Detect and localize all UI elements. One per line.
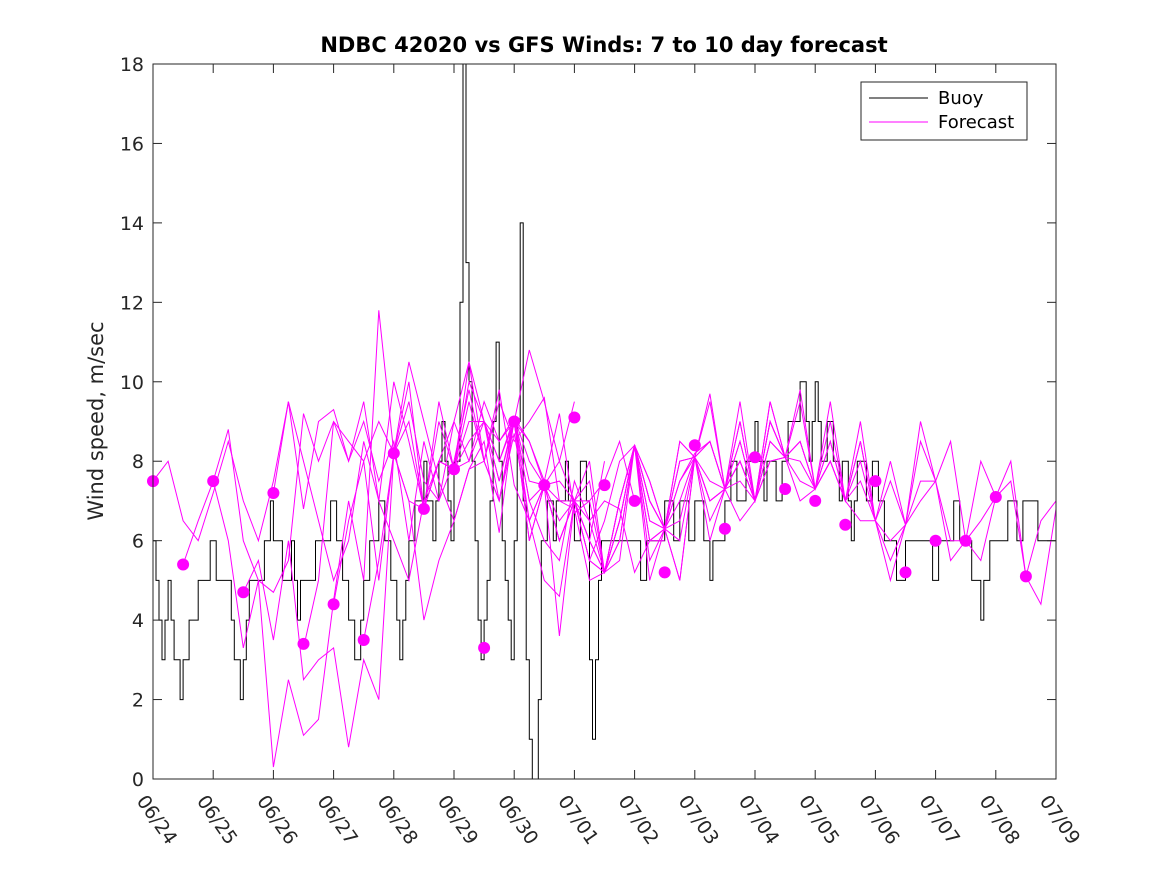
forecast-point [478, 641, 491, 654]
forecast-point [387, 447, 400, 460]
legend-buoy-label: Buoy [938, 88, 984, 109]
forecast-point [357, 634, 370, 646]
forecast-point [899, 566, 912, 579]
legend-forecast-label: Forecast [938, 112, 1014, 133]
forecast-point [989, 491, 1002, 503]
y-tick-label: 8 [132, 451, 144, 473]
forecast-point [207, 475, 220, 488]
forecast-point [809, 494, 822, 507]
plot-area [153, 64, 1056, 779]
legend: Buoy Forecast [860, 81, 1028, 141]
forecast-markers [147, 411, 1032, 654]
forecast-point [749, 451, 761, 464]
y-tick-label: 2 [132, 690, 144, 712]
forecast-point [658, 566, 671, 579]
forecast-point [568, 411, 581, 424]
forecast-point [538, 479, 551, 492]
y-tick-label: 4 [132, 610, 144, 632]
forecast-point [688, 439, 701, 452]
buoy-series [153, 63, 1056, 780]
chart-title: NDBC 42020 vs GFS Winds: 7 to 10 day for… [320, 33, 887, 57]
y-tick-label: 14 [120, 213, 144, 235]
buoy-line [153, 63, 1056, 780]
y-axis: 0 2 4 6 8 10 12 14 16 18 [120, 54, 1056, 791]
y-tick-label: 0 [132, 769, 144, 791]
y-tick-label: 10 [120, 372, 144, 394]
forecast-point [327, 598, 340, 611]
forecast-point [417, 502, 430, 515]
forecast-point [779, 483, 792, 495]
y-tick-label: 12 [120, 292, 144, 314]
forecast-line [152, 349, 575, 583]
legend-box [860, 81, 1028, 141]
forecast-point [598, 479, 611, 492]
forecast-point [869, 475, 882, 488]
y-tick-label: 18 [120, 54, 144, 76]
forecast-point [297, 637, 310, 650]
plot-frame [152, 63, 1057, 780]
forecast-point [628, 494, 641, 507]
forecast-point [448, 463, 460, 476]
forecast-point [267, 487, 280, 499]
forecast-point [177, 558, 190, 571]
forecast-point [929, 534, 942, 547]
forecast-point [508, 415, 521, 428]
forecast-point [237, 586, 250, 599]
forecast-point [718, 522, 731, 535]
y-axis-label: Wind speed, m/sec [84, 321, 108, 520]
forecast-point [959, 534, 972, 547]
forecast-point [839, 518, 852, 531]
y-tick-label: 16 [120, 133, 144, 155]
forecast-line [212, 310, 636, 768]
forecast-point [1019, 570, 1032, 583]
y-tick-label: 6 [132, 531, 144, 553]
